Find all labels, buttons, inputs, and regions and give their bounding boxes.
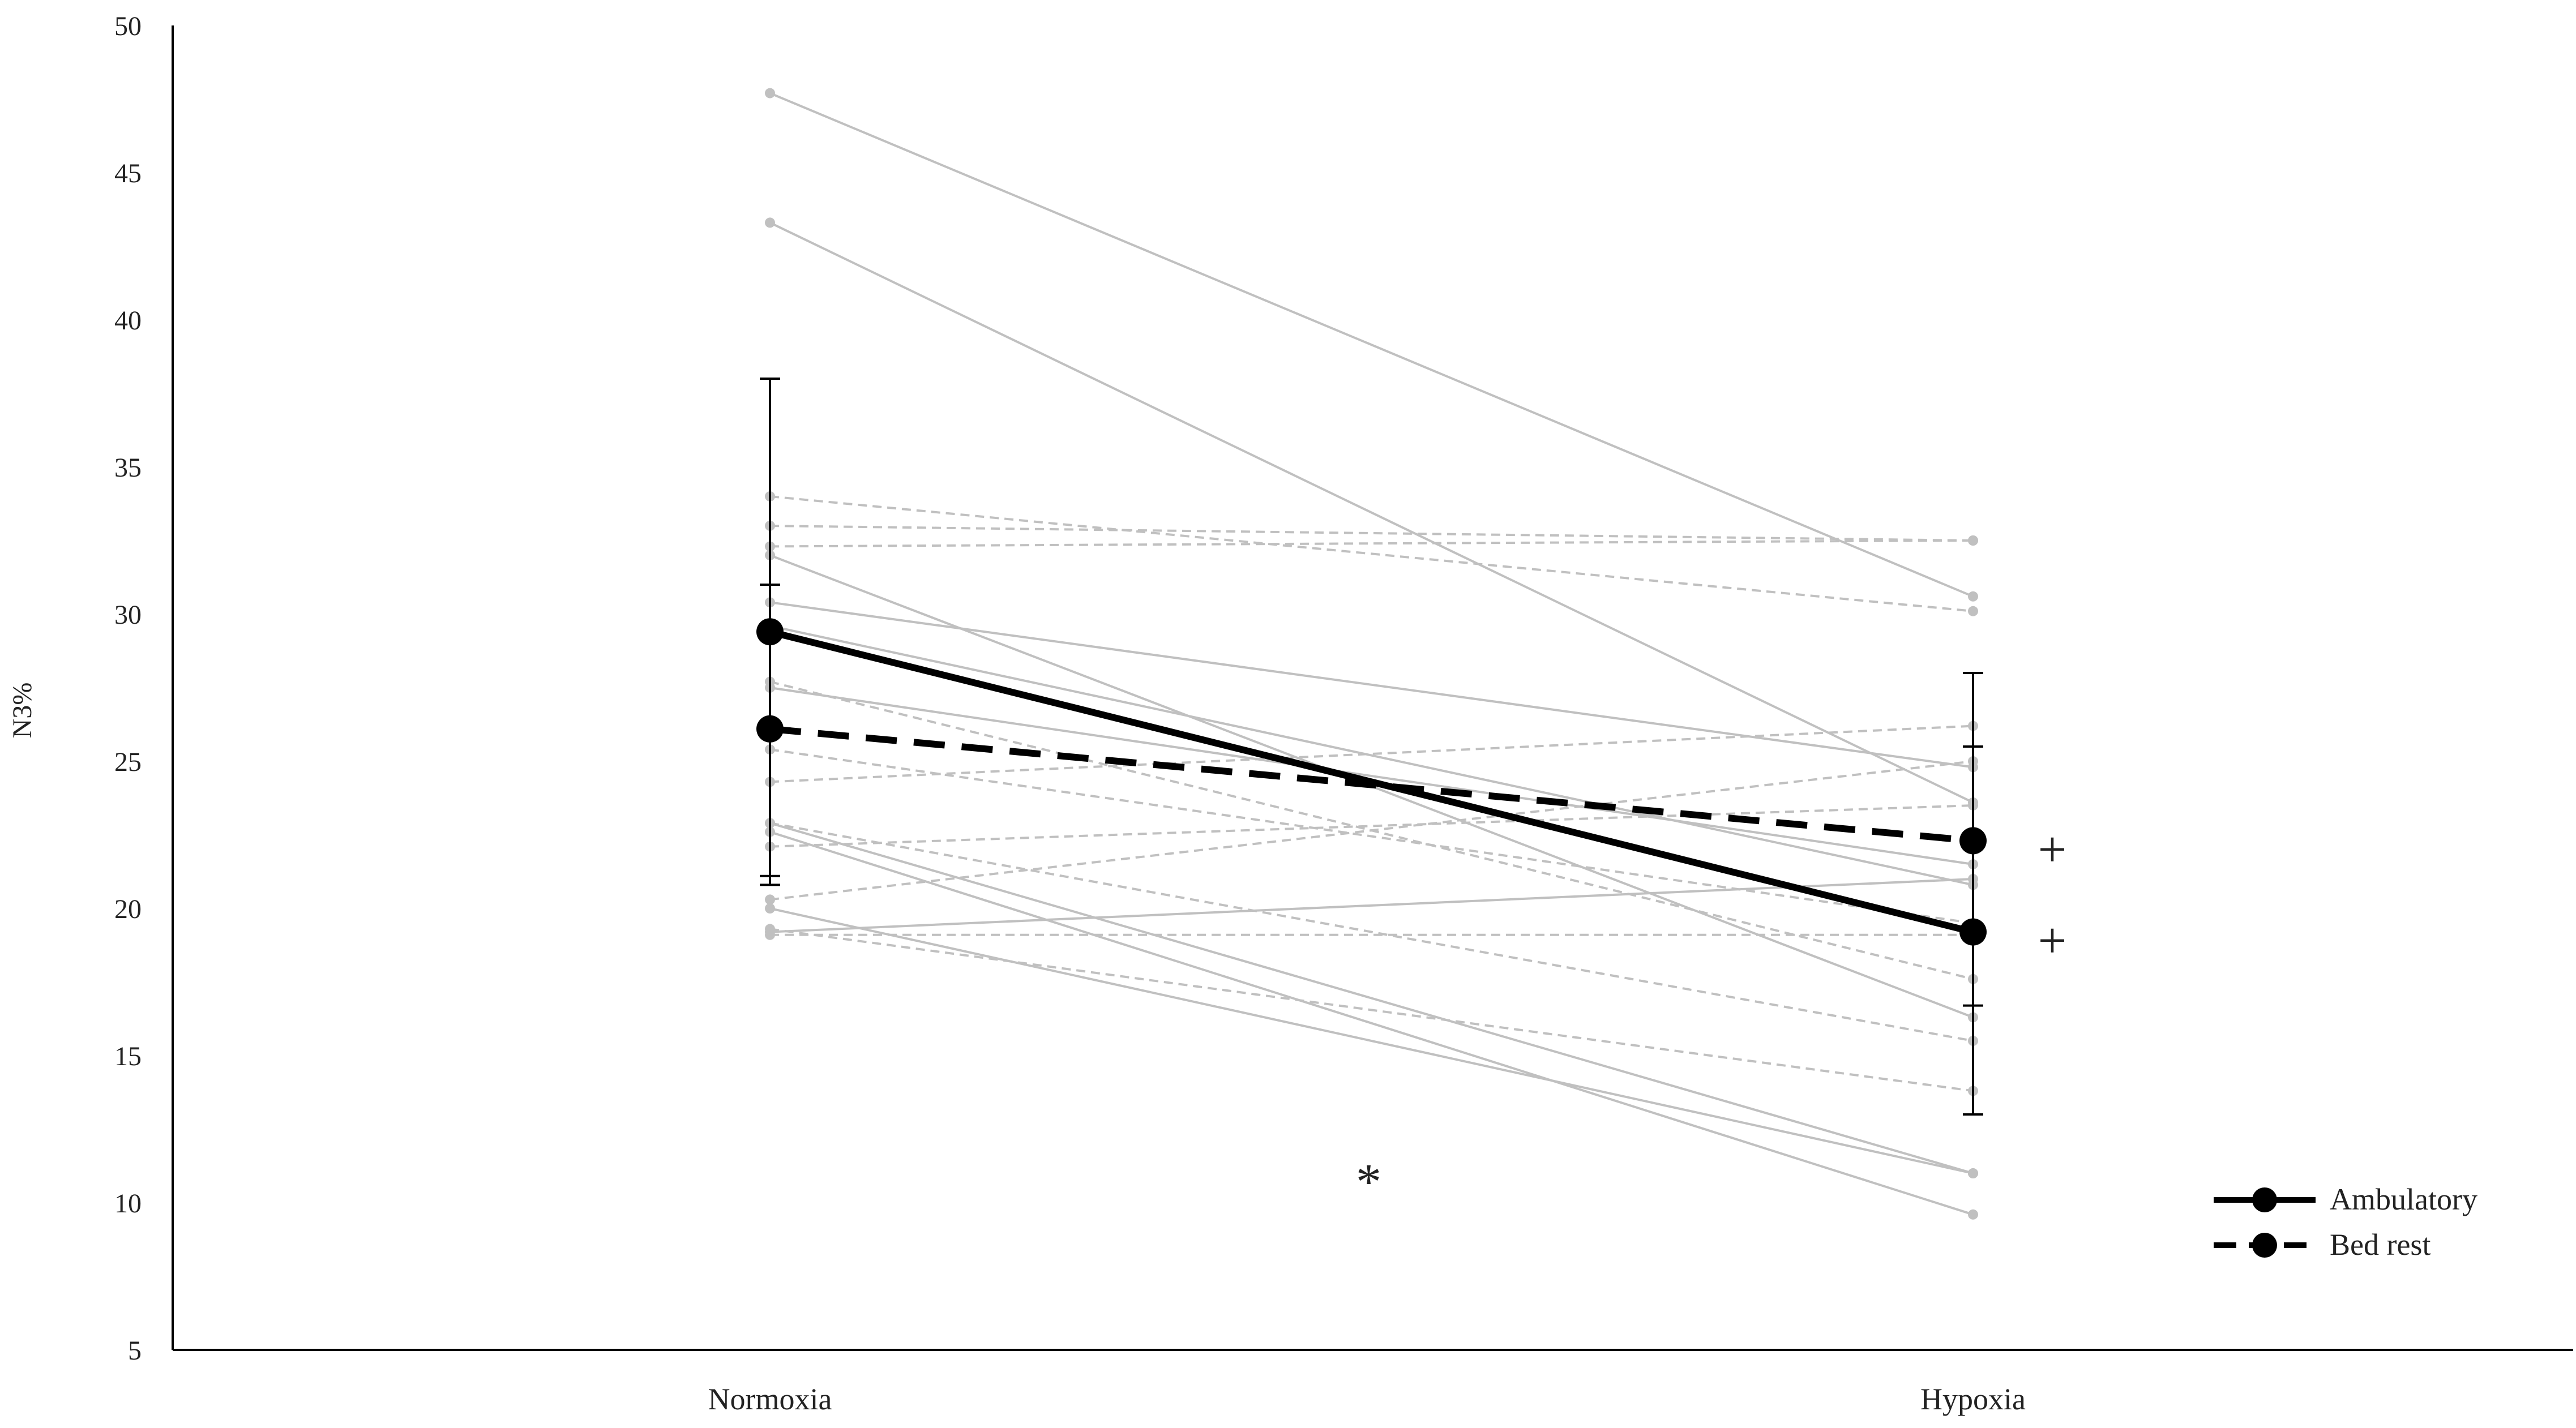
individual-ambulatory-point [765, 88, 775, 98]
individual-ambulatory-line [769, 221, 1974, 804]
individual-ambulatory-line [769, 601, 1974, 769]
individual-bedrest-line [769, 539, 1974, 548]
individual-bedrest-line [769, 760, 1974, 901]
significance-plus: + [2038, 913, 2067, 969]
y-tick-label: 45 [114, 158, 142, 188]
y-tick-label: 10 [114, 1189, 142, 1219]
y-tick-label: 5 [128, 1336, 142, 1366]
individual-bedrest-line [769, 525, 1974, 542]
individual-bedrest-point [765, 929, 775, 940]
x-tick-label: Normoxia [708, 1382, 832, 1416]
legend: Ambulatory Bed rest [2214, 1182, 2477, 1262]
significance-asterisk: * [1356, 1154, 1381, 1210]
individual-bedrest-line [769, 748, 1974, 924]
x-tick-label: Hypoxia [1920, 1382, 2026, 1416]
individual-ambulatory-line [769, 878, 1974, 933]
series-bed-rest-line [769, 725, 1974, 844]
legend-label-bed-rest: Bed rest [2330, 1228, 2430, 1262]
significance-plus: + [2038, 821, 2067, 877]
series-bed-rest-point [756, 715, 784, 743]
legend-label-ambulatory: Ambulatory [2330, 1182, 2477, 1216]
individual-ambulatory-point [1968, 1168, 1978, 1178]
individual-ambulatory-point [765, 217, 775, 228]
y-tick-label: 20 [114, 894, 142, 924]
individual-bedrest-line [769, 928, 1974, 1092]
individual-ambulatory-line [769, 907, 1974, 1174]
individual-ambulatory-point [1968, 1209, 1978, 1220]
legend-marker-ambulatory [2252, 1187, 2277, 1212]
individual-ambulatory-line [769, 822, 1974, 1174]
y-tick-label: 15 [114, 1041, 142, 1071]
series-ambulatory-point [756, 618, 784, 646]
individual-bedrest-line [769, 495, 1974, 612]
mean-lines-group [756, 378, 1987, 1116]
individual-bedrest-line [769, 822, 1974, 1042]
y-tick-label: 30 [114, 600, 142, 630]
individual-bedrest-point [1968, 535, 1978, 546]
individual-ambulatory-line [769, 92, 1974, 598]
individual-bedrest-line [769, 804, 1974, 848]
y-tick-label: 35 [114, 453, 142, 483]
y-tick-label: 40 [114, 306, 142, 336]
individual-ambulatory-point [1968, 591, 1978, 602]
y-axis-title: N3% [7, 683, 37, 739]
series-bed-rest-point [1959, 827, 1987, 855]
individual-ambulatory-line [769, 624, 1974, 886]
individual-ambulatory-point [765, 903, 775, 914]
y-tick-label: 25 [114, 747, 142, 777]
annotations-group: * + + [1356, 821, 2066, 1210]
series-ambulatory-point [1959, 918, 1987, 946]
individual-bedrest-point [1968, 606, 1978, 616]
legend-marker-bed-rest [2252, 1233, 2277, 1258]
axes-group: 5 10 15 20 25 30 35 40 45 50 Normoxia Hypoxia [114, 11, 2573, 1416]
individual-lines-group [765, 88, 1978, 1220]
individual-ambulatory-line [769, 687, 1974, 865]
y-tick-label: 50 [114, 11, 142, 41]
individual-ambulatory-line [769, 830, 1974, 1216]
individual-bedrest-line [769, 724, 1974, 783]
individual-bedrest-point [765, 894, 775, 905]
